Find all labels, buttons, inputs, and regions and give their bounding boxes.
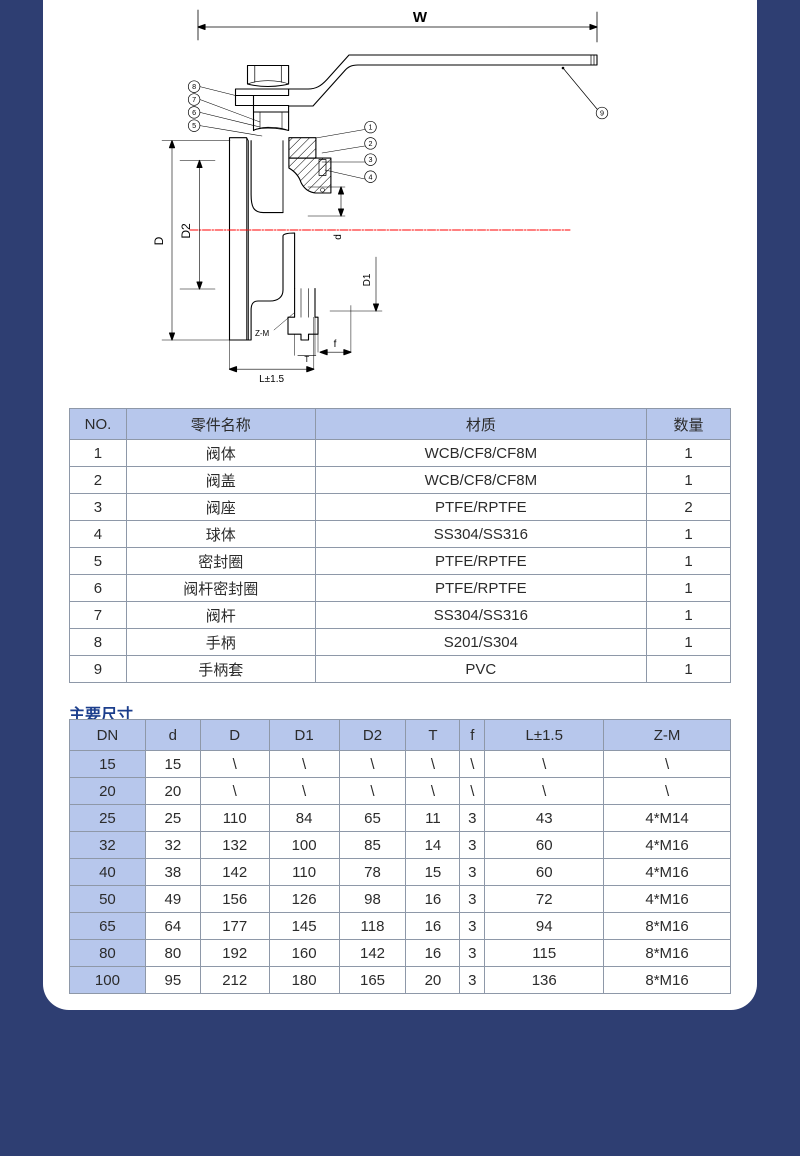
svg-text:2: 2: [369, 139, 373, 148]
svg-text:8: 8: [192, 82, 196, 91]
svg-text:6: 6: [192, 108, 196, 117]
svg-text:W: W: [413, 9, 428, 26]
svg-text:5: 5: [192, 121, 196, 130]
svg-text:f: f: [334, 339, 337, 350]
svg-text:D2: D2: [179, 223, 193, 239]
svg-text:3: 3: [369, 155, 373, 164]
svg-text:9: 9: [600, 109, 604, 118]
svg-text:D1: D1: [362, 273, 373, 286]
svg-text:4: 4: [369, 172, 373, 181]
svg-text:7: 7: [192, 95, 196, 104]
svg-text:D: D: [152, 236, 166, 245]
svg-text:L±1.5: L±1.5: [259, 374, 284, 385]
svg-text:d: d: [333, 234, 344, 240]
svg-text:1: 1: [369, 123, 373, 132]
svg-text:T: T: [304, 355, 309, 364]
svg-text:Z-M: Z-M: [255, 329, 270, 338]
